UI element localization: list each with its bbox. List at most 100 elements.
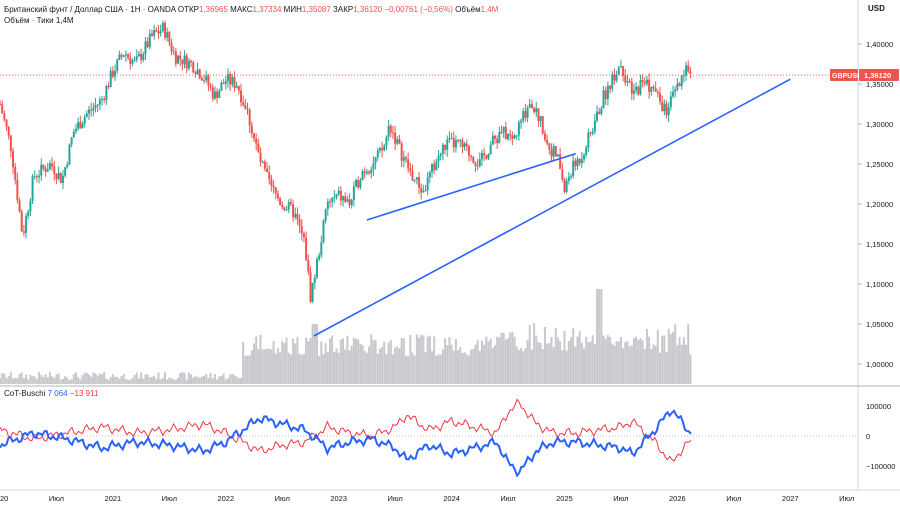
cot-blue-line <box>0 409 692 478</box>
volume-bar <box>287 352 290 384</box>
volume-bar <box>585 336 588 384</box>
candle-body <box>40 164 43 176</box>
candle-body <box>114 70 117 77</box>
volume-bar <box>38 372 41 384</box>
volume-bar <box>198 377 201 384</box>
candle-body <box>81 123 84 129</box>
volume-bar <box>407 355 410 384</box>
volume-bar <box>533 323 536 384</box>
price-tag-symbol: GBPUSD <box>832 73 862 80</box>
volume-bar <box>537 341 540 384</box>
volume-bar <box>127 379 130 384</box>
y-tick-label: 1,35000 <box>866 80 893 89</box>
candle-body <box>205 75 208 81</box>
candle-body <box>229 74 232 85</box>
volume-bar <box>144 374 147 384</box>
candle-body <box>374 157 377 164</box>
volume-bar <box>643 348 646 384</box>
volume-bar <box>656 329 659 384</box>
volume-bar <box>550 336 553 384</box>
candle-body <box>352 186 355 200</box>
volume-bar <box>452 350 455 384</box>
volume-bar <box>48 372 51 384</box>
candle-body <box>459 140 462 142</box>
candle-body <box>198 69 201 79</box>
volume-bar <box>396 346 399 384</box>
candle-body <box>413 179 416 181</box>
candle-body <box>255 138 258 144</box>
candle-body <box>585 147 588 155</box>
candle-body <box>533 107 536 113</box>
candle-body <box>220 82 223 91</box>
volume-bar <box>446 345 449 384</box>
volume-bar <box>296 336 299 384</box>
trendline <box>313 78 791 337</box>
volume-bar <box>556 337 559 384</box>
volume-bar <box>678 337 681 384</box>
candle-body <box>283 207 286 211</box>
candle-body <box>355 179 358 187</box>
candle-body <box>179 55 182 60</box>
candle-body <box>59 172 62 183</box>
volume-bar <box>248 355 251 384</box>
candle-body <box>437 155 440 162</box>
candle-body <box>467 146 470 156</box>
candle-body <box>435 161 438 171</box>
candle-body <box>641 80 644 82</box>
volume-bar <box>524 348 527 384</box>
volume-bar <box>567 340 570 384</box>
volume-bar <box>12 378 15 384</box>
volume-bar <box>5 378 8 384</box>
candle-body <box>274 187 277 194</box>
candle-body <box>253 133 256 139</box>
cot-red-line <box>0 398 692 462</box>
volume-bar <box>55 374 58 384</box>
trendlines[interactable] <box>313 78 791 337</box>
candle-body <box>593 120 596 132</box>
volume-bar <box>263 349 266 384</box>
candle-body <box>18 200 21 212</box>
candle-body <box>687 65 690 72</box>
volume-bar <box>535 335 538 384</box>
candle-body <box>500 132 503 134</box>
volume-bar <box>259 334 262 384</box>
volume-bar <box>431 351 434 384</box>
candle-body <box>77 122 80 130</box>
volume-bar <box>378 348 381 384</box>
candle-body <box>118 54 121 60</box>
candle-body <box>630 81 633 94</box>
candle-body <box>116 59 119 71</box>
candle-body <box>407 159 410 169</box>
volume-bar <box>98 373 101 384</box>
volume-bar <box>528 325 531 384</box>
candle-body <box>578 159 581 164</box>
candle-body <box>51 163 54 167</box>
legend-volume: 1,4M <box>480 5 499 14</box>
candle-body <box>92 107 95 111</box>
x-tick-label: Июл <box>275 494 290 503</box>
candle-body <box>381 148 384 151</box>
x-tick-label: Июл <box>388 494 403 503</box>
cot-indicator <box>0 398 858 478</box>
legend-low: 1,35087 <box>301 5 331 14</box>
volume-bar <box>515 346 518 384</box>
volume-bar <box>424 352 427 384</box>
candle-body <box>418 177 421 188</box>
volume-bar <box>665 352 668 384</box>
candle-body <box>257 143 260 153</box>
volume-bar <box>42 377 45 384</box>
volume-bar <box>31 376 34 384</box>
candle-body <box>576 159 579 167</box>
volume-bar <box>615 341 618 384</box>
candle-body <box>489 144 492 154</box>
x-tick-label: Июл <box>613 494 628 503</box>
volume-bar <box>53 377 56 384</box>
volume-bar <box>229 374 232 384</box>
candle-body <box>216 91 219 99</box>
candle-body <box>122 55 125 57</box>
candles[interactable] <box>0 20 692 304</box>
volume-series-name: Объём · Тики <box>4 16 54 25</box>
candle-body <box>472 157 475 163</box>
volume-bar <box>239 378 242 384</box>
